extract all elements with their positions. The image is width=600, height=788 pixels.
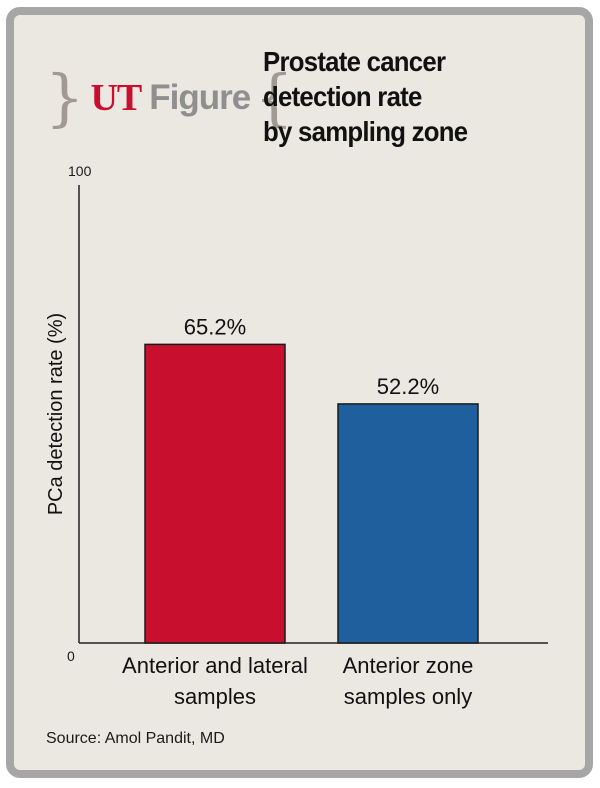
title-line-1: Prostate cancer [263, 46, 446, 77]
figure-panel [6, 7, 593, 778]
bar-2 [337, 403, 479, 644]
chart-title: Prostate cancer detection rate by sampli… [263, 44, 539, 149]
y-axis-label: PCa detection rate (%) [45, 313, 67, 515]
title-line-3: by sampling zone [263, 116, 468, 147]
title-line-2: detection rate [263, 81, 422, 112]
data-label-1: 65.2% [184, 314, 246, 339]
right-bracket: { [254, 61, 294, 134]
category-label-1: Anterior and lateral samples [122, 653, 308, 709]
logo-ut: UT [90, 77, 142, 119]
bars-group: 65.2% Anterior and lateral samples 52.2% Ant… [122, 314, 479, 709]
source-note: Source: Amol Pandit, MD [46, 730, 225, 747]
ut-figure-logo: } UT Figure { [45, 66, 294, 130]
bar-1 [144, 343, 286, 644]
y-tick-label-max: 100 [68, 163, 92, 179]
left-bracket: } [45, 61, 85, 134]
y-tick-label-min: 0 [67, 648, 75, 664]
data-label-2: 52.2% [377, 374, 439, 399]
category-label-2: Anterior zone samples only [343, 653, 474, 709]
logo-figure: Figure [149, 78, 251, 117]
